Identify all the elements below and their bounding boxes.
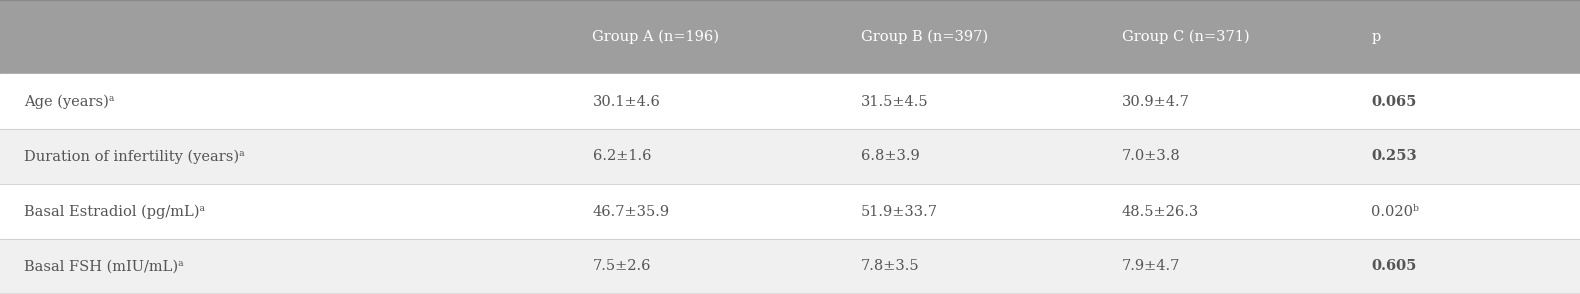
Text: 30.9±4.7: 30.9±4.7 [1122,94,1190,108]
Bar [0,0,1580,74]
Text: Group C (n=371): Group C (n=371) [1122,30,1250,44]
Bar [0,129,1580,184]
Text: 46.7±35.9: 46.7±35.9 [592,205,670,218]
Text: Basal Estradiol (pg/mL)ᵃ: Basal Estradiol (pg/mL)ᵃ [24,204,205,219]
Text: 6.8±3.9: 6.8±3.9 [861,150,920,163]
Text: Group B (n=397): Group B (n=397) [861,30,988,44]
Text: Duration of infertility (years)ᵃ: Duration of infertility (years)ᵃ [24,149,245,164]
Text: Group A (n=196): Group A (n=196) [592,30,719,44]
Text: 7.5±2.6: 7.5±2.6 [592,260,651,273]
Text: Basal FSH (mIU/mL)ᵃ: Basal FSH (mIU/mL)ᵃ [24,260,183,273]
Text: Age (years)ᵃ: Age (years)ᵃ [24,94,114,109]
Text: 30.1±4.6: 30.1±4.6 [592,94,660,108]
Bar [0,74,1580,129]
Bar [0,239,1580,294]
Text: 31.5±4.5: 31.5±4.5 [861,94,929,108]
Text: 51.9±33.7: 51.9±33.7 [861,205,939,218]
Text: 0.020ᵇ: 0.020ᵇ [1371,205,1419,218]
Bar [0,184,1580,239]
Text: 0.065: 0.065 [1371,94,1417,108]
Text: 6.2±1.6: 6.2±1.6 [592,150,651,163]
Text: 7.9±4.7: 7.9±4.7 [1122,260,1180,273]
Text: 0.605: 0.605 [1371,260,1417,273]
Text: 7.8±3.5: 7.8±3.5 [861,260,920,273]
Text: p: p [1371,30,1381,44]
Text: 7.0±3.8: 7.0±3.8 [1122,150,1180,163]
Text: 0.253: 0.253 [1371,150,1417,163]
Text: 48.5±26.3: 48.5±26.3 [1122,205,1199,218]
